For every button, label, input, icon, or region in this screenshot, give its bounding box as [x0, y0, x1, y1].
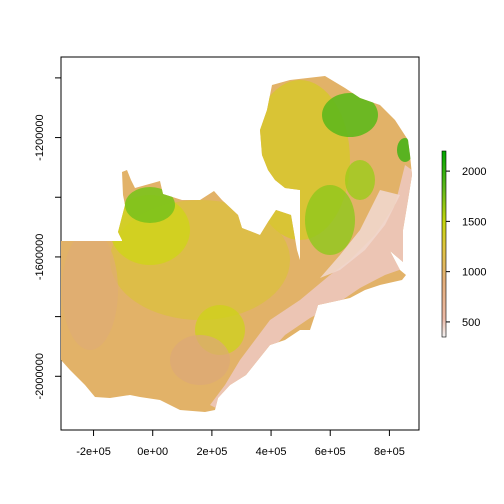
legend-colorbar: [441, 150, 447, 338]
legend-tick-label: 2000: [462, 166, 486, 178]
legend: 500 1000 1500 2000: [441, 150, 486, 338]
y-tick-label: -1200000: [34, 114, 46, 161]
x-tick-label: 2e+05: [196, 446, 227, 458]
legend-tick-label: 500: [462, 317, 480, 329]
legend-tick-label: 1500: [462, 216, 486, 228]
legend-tick-label: 1000: [462, 267, 486, 279]
elevation-raster: [61, 76, 412, 412]
y-axis: -1200000 -1600000 -2000000: [34, 77, 61, 400]
y-tick-label: -2000000: [34, 353, 46, 400]
x-axis: -2e+05 0e+00 2e+05 4e+05 6e+05 8e+05: [76, 430, 405, 458]
y-tick-label: -1600000: [34, 234, 46, 281]
x-tick-label: 0e+00: [137, 446, 168, 458]
x-tick-label: 6e+05: [315, 446, 346, 458]
x-tick-label: 4e+05: [256, 446, 287, 458]
x-tick-label: -2e+05: [76, 446, 111, 458]
x-tick-label: 8e+05: [374, 446, 405, 458]
